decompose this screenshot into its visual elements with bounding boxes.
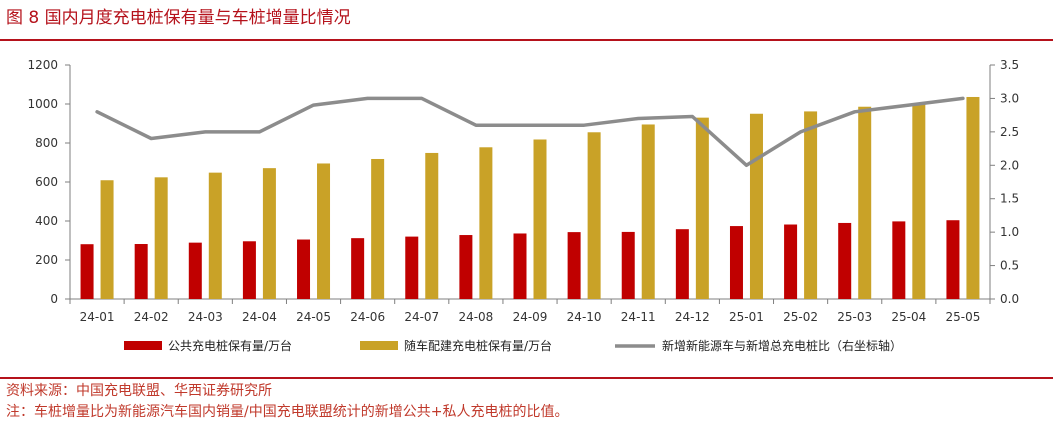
ratio-point xyxy=(96,111,98,113)
y-right-tick-label: 1.0 xyxy=(1000,225,1019,239)
legend-label-private: 随车配建充电桩保有量/万台 xyxy=(404,338,552,353)
y-right-tick-label: 2.5 xyxy=(1000,125,1019,139)
bar-public xyxy=(729,226,743,299)
y-left-tick-label: 400 xyxy=(35,214,58,228)
y-left-tick-label: 1000 xyxy=(27,97,58,111)
footnote: 注：车桩增量比为新能源汽车国内销量/中国充电联盟统计的新增公共+私人充电桩的比值… xyxy=(6,404,569,420)
x-tick-label: 24-05 xyxy=(296,310,331,324)
ratio-point xyxy=(800,131,802,133)
x-tick-label: 24-09 xyxy=(513,310,548,324)
bar-private xyxy=(371,158,385,299)
bar-public xyxy=(459,235,473,299)
ratio-point xyxy=(637,117,639,119)
bar-public xyxy=(892,221,906,299)
bar-private xyxy=(479,147,493,299)
bar-public xyxy=(621,231,635,299)
bar-private xyxy=(425,152,439,299)
x-tick-label: 24-03 xyxy=(188,310,223,324)
x-tick-label: 24-06 xyxy=(350,310,385,324)
ratio-line xyxy=(95,96,965,168)
bar-public xyxy=(242,241,256,299)
axes: 0 200 400 600 800 1000 1200 0.0 0.5 1.0 1.5 2.0 2.5 3… xyxy=(27,58,1019,324)
x-tick-label: 24-11 xyxy=(621,310,656,324)
ratio-point xyxy=(691,115,693,117)
ratio-point xyxy=(962,97,964,99)
bar-private xyxy=(695,117,709,300)
bar-private xyxy=(804,111,818,299)
figure-title: 图 8 国内月度充电桩保有量与车桩增量比情况 xyxy=(6,8,351,28)
ratio-point xyxy=(421,97,423,99)
ratio-line-layer xyxy=(95,96,965,168)
bar-private xyxy=(317,163,331,299)
bar-public xyxy=(838,222,852,299)
bar-public xyxy=(80,244,94,299)
footer-rule xyxy=(0,377,1053,379)
legend: 公共充电桩保有量/万台 随车配建充电桩保有量/万台 新增新能源车与新增总充电桩比（右… xyxy=(124,338,902,353)
combo-chart: 0 200 400 600 800 1000 1200 0.0 0.5 1.0 1.5 2.0 2.5 3… xyxy=(27,58,1019,353)
bar-private xyxy=(641,124,655,299)
ratio-point xyxy=(313,104,315,106)
bar-private xyxy=(587,132,601,299)
y-right-tick-label: 0.0 xyxy=(1000,292,1019,306)
y-left-tick-label: 200 xyxy=(35,253,58,267)
bar-private xyxy=(208,172,222,299)
ratio-point xyxy=(150,138,152,140)
ratio-point xyxy=(204,131,206,133)
x-tick-label: 24-10 xyxy=(567,310,602,324)
legend-label-ratio: 新增新能源车与新增总充电桩比（右坐标轴） xyxy=(662,338,902,353)
x-tick-label: 24-12 xyxy=(675,310,710,324)
ratio-point xyxy=(529,124,531,126)
ratio-point xyxy=(367,97,369,99)
x-tick-label: 25-03 xyxy=(837,310,872,324)
legend-label-public: 公共充电桩保有量/万台 xyxy=(168,338,292,353)
ratio-point xyxy=(475,124,477,126)
x-tick-label: 24-07 xyxy=(404,310,439,324)
source-note: 资料来源：中国充电联盟、华西证券研究所 xyxy=(6,383,272,399)
y-right-tick-label: 2.0 xyxy=(1000,158,1019,172)
bars xyxy=(80,96,980,300)
x-tick-label: 24-02 xyxy=(134,310,169,324)
ratio-point xyxy=(258,131,260,133)
x-tick-label: 25-02 xyxy=(783,310,818,324)
bar-public xyxy=(567,232,581,299)
legend-swatch-public xyxy=(124,341,162,350)
x-tick-label: 24-04 xyxy=(242,310,277,324)
y-left-tick-label: 1200 xyxy=(27,58,58,72)
ratio-point xyxy=(583,124,585,126)
bar-public xyxy=(134,244,148,299)
bar-public xyxy=(351,238,365,299)
bar-private xyxy=(533,139,547,299)
y-left-tick-label: 800 xyxy=(35,136,58,150)
bar-private xyxy=(262,168,276,299)
bar-private xyxy=(966,96,980,299)
bar-public xyxy=(188,242,202,299)
bar-public xyxy=(784,224,798,299)
y-left-tick-label: 600 xyxy=(35,175,58,189)
y-right-tick-label: 0.5 xyxy=(1000,259,1019,273)
x-tick-label: 25-04 xyxy=(891,310,926,324)
title-rule xyxy=(0,39,1053,41)
y-left-tick-label: 0 xyxy=(50,292,58,306)
y-right-tick-label: 1.5 xyxy=(1000,192,1019,206)
bar-public xyxy=(405,236,419,299)
ratio-point xyxy=(908,104,910,106)
bar-private xyxy=(100,180,114,299)
bar-private xyxy=(154,177,168,299)
x-tick-label: 24-01 xyxy=(80,310,115,324)
bar-public xyxy=(675,229,689,299)
bar-private xyxy=(858,106,872,299)
bar-public xyxy=(513,233,527,299)
bar-public xyxy=(297,239,311,299)
y-right-tick-label: 3.0 xyxy=(1000,91,1019,105)
bar-public xyxy=(946,220,960,299)
x-tick-label: 25-01 xyxy=(729,310,764,324)
bar-private xyxy=(749,113,763,299)
x-tick-label: 24-08 xyxy=(458,310,493,324)
bar-private xyxy=(912,103,926,299)
y-right-tick-label: 3.5 xyxy=(1000,58,1019,72)
legend-swatch-private xyxy=(360,341,398,350)
ratio-point xyxy=(854,111,856,113)
ratio-point xyxy=(745,164,747,166)
x-tick-label: 25-05 xyxy=(946,310,981,324)
